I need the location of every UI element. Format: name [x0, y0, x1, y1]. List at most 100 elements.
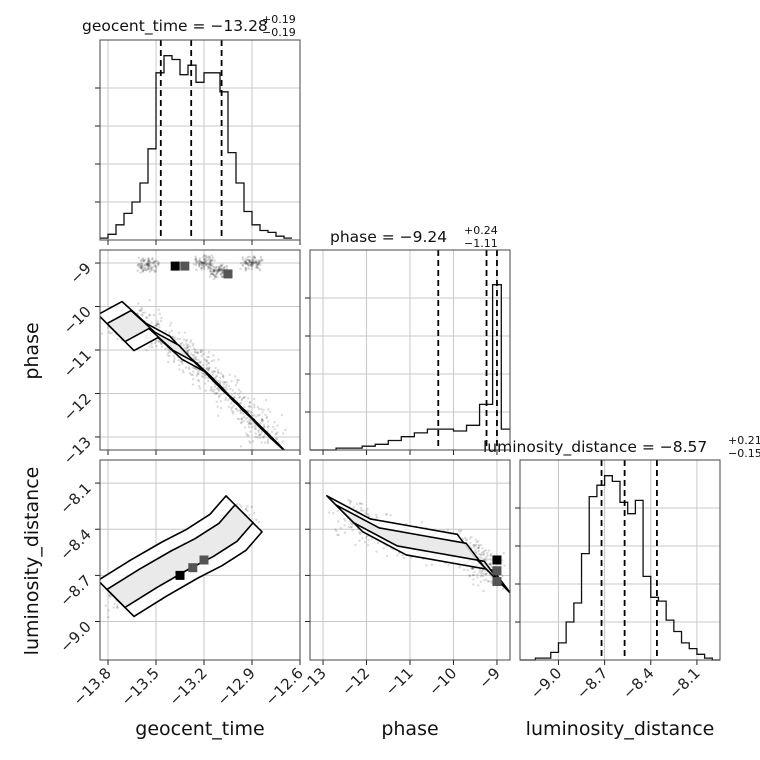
- sample-point: [225, 265, 229, 268]
- sample-point: [197, 373, 200, 376]
- sample-point: [112, 606, 115, 609]
- sample-point: [481, 569, 484, 573]
- sample-point: [154, 345, 158, 348]
- sample-point: [200, 262, 204, 265]
- sample-point: [216, 405, 219, 408]
- sample-point: [385, 513, 389, 516]
- sample-point: [479, 580, 483, 583]
- sample-point: [202, 266, 206, 269]
- sample-point: [475, 544, 478, 547]
- sample-point: [137, 302, 140, 306]
- sample-point: [156, 322, 159, 325]
- sample-point: [222, 392, 225, 395]
- sample-point: [214, 274, 217, 278]
- sample-point: [140, 313, 143, 316]
- sample-point: [255, 259, 258, 262]
- sample-point: [189, 341, 192, 344]
- sample-point: [139, 266, 143, 269]
- sample-point: [488, 558, 492, 561]
- sample-point: [471, 567, 475, 570]
- sample-point: [257, 407, 261, 411]
- sample-point: [334, 528, 337, 531]
- y-tick-label: −12: [60, 390, 95, 425]
- sample-point: [148, 260, 151, 264]
- sample-point: [222, 266, 226, 270]
- sample-point: [240, 418, 243, 421]
- sample-point: [253, 261, 256, 264]
- sample-point: [335, 529, 338, 533]
- sample-point: [242, 415, 246, 418]
- sample-point: [244, 266, 247, 270]
- sample-point: [459, 530, 462, 534]
- sample-point: [207, 366, 211, 369]
- sample-point: [270, 430, 274, 433]
- sample-point: [141, 266, 144, 269]
- sample-point: [199, 260, 202, 263]
- sample-point: [150, 321, 153, 324]
- sample-point: [169, 321, 173, 325]
- sample-point: [221, 380, 225, 384]
- sample-point: [247, 425, 251, 429]
- sample-point: [200, 371, 203, 375]
- sample-point: [200, 266, 203, 270]
- sample-point: [244, 262, 247, 265]
- sample-point: [255, 264, 259, 267]
- sample-point: [348, 499, 352, 503]
- sample-point: [251, 414, 254, 418]
- sample-point: [465, 539, 469, 542]
- sample-point: [217, 379, 220, 383]
- sample-point: [218, 268, 221, 272]
- sample-point: [218, 268, 222, 271]
- sample-point: [227, 384, 231, 388]
- sample-point: [375, 550, 378, 553]
- sample-point: [217, 268, 220, 271]
- sample-point: [187, 367, 191, 371]
- sample-point: [222, 375, 225, 379]
- sample-point: [158, 340, 161, 343]
- sample-point: [181, 360, 184, 363]
- sample-point: [194, 255, 197, 259]
- sample-point: [265, 416, 268, 420]
- sample-point: [171, 335, 175, 339]
- sample-point: [139, 262, 142, 266]
- sample-point: [177, 359, 180, 362]
- sample-point: [230, 393, 234, 396]
- sample-point: [212, 274, 215, 277]
- sample-point: [275, 432, 278, 435]
- sample-point: [155, 259, 159, 263]
- sample-point: [256, 405, 260, 409]
- sample-point: [178, 363, 181, 367]
- sample-point: [153, 259, 156, 263]
- sample-point: [248, 401, 252, 404]
- sample-point: [184, 340, 188, 343]
- sample-point: [250, 261, 253, 265]
- density-bin: [223, 269, 233, 279]
- x-tick-label: −13: [295, 664, 330, 699]
- sample-point: [194, 356, 198, 359]
- sample-point: [136, 263, 140, 266]
- density-bin: [492, 555, 502, 565]
- sample-point: [215, 273, 218, 276]
- sample-point: [177, 331, 181, 334]
- sample-point: [347, 498, 350, 502]
- sample-point: [197, 379, 201, 383]
- sample-point: [160, 317, 163, 320]
- sample-point: [200, 375, 204, 378]
- sample-point: [209, 267, 213, 270]
- sample-point: [261, 418, 264, 422]
- sample-point: [196, 372, 199, 376]
- sample-point: [154, 269, 158, 273]
- sample-point: [182, 344, 186, 347]
- sample-point: [245, 257, 248, 261]
- sample-point: [210, 272, 214, 275]
- sample-point: [108, 593, 111, 597]
- sample-point: [187, 366, 191, 369]
- y-axis-label-luminosity-distance: luminosity_distance: [21, 467, 43, 656]
- sample-point: [143, 311, 146, 314]
- sample-point: [168, 330, 171, 334]
- sample-point: [140, 264, 143, 268]
- x-tick-label: −12.9: [214, 664, 259, 709]
- sample-point: [140, 259, 143, 263]
- scatter-layer: [100, 254, 287, 450]
- sample-point: [222, 383, 226, 386]
